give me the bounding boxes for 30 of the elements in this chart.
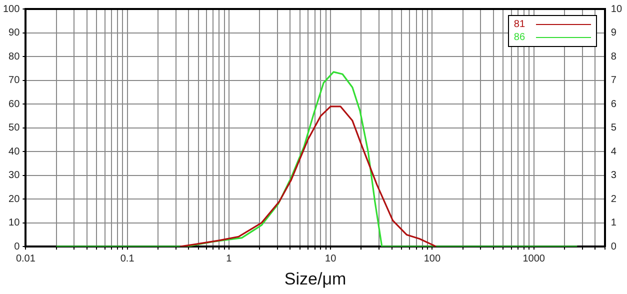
y-tick-label: 70 <box>8 75 20 86</box>
y2-tick-label: 4 <box>610 146 617 158</box>
x-tick-label: 100 <box>424 253 441 264</box>
y-tick-label: 80 <box>8 51 20 62</box>
y-tick-label: 90 <box>8 28 20 39</box>
y2-tick-label: 6 <box>610 98 617 110</box>
x-axis-title: Size/μm <box>284 269 346 288</box>
x-tick-label: 1 <box>226 253 232 264</box>
y-tick-label: 40 <box>8 146 20 158</box>
x-tick-label: 10 <box>325 253 337 264</box>
y-tick-label: 50 <box>8 122 20 134</box>
legend: 81 86 <box>508 15 597 47</box>
y-tick-label: 0 <box>14 241 20 252</box>
y2-tick-label: 3 <box>610 170 617 182</box>
y2-tick-label: 7 <box>610 75 617 86</box>
y2-tick-label: 2 <box>610 194 617 205</box>
y2-tick-label: 10 <box>610 4 622 15</box>
y-tick-label: 100 <box>2 4 20 15</box>
y-tick-label: 20 <box>8 194 20 205</box>
y-tick-label: 10 <box>8 218 20 229</box>
y2-tick-label: 9 <box>610 28 617 39</box>
y2-tick-label: 1 <box>610 218 617 229</box>
x-tick-label: 0.1 <box>120 253 135 264</box>
y-tick-label: 60 <box>8 98 20 110</box>
y2-tick-label: 5 <box>610 122 617 134</box>
y-tick-label: 30 <box>8 170 20 182</box>
y2-tick-label: 0 <box>610 241 617 252</box>
x-tick-label: 1000 <box>522 253 546 264</box>
x-tick-label: 0.01 <box>16 253 36 264</box>
y2-tick-label: 8 <box>610 51 617 62</box>
